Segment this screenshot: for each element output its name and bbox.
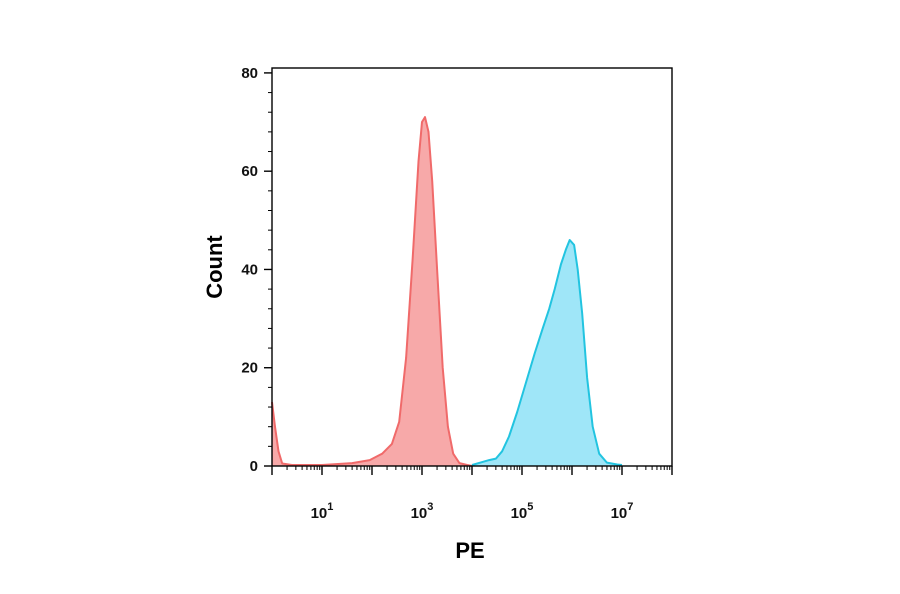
histogram-line-1	[271, 116, 473, 467]
x-tick-label: 103	[411, 501, 434, 522]
plot-frame	[271, 67, 673, 467]
x-tick-label: 107	[611, 501, 634, 522]
histogram-area-1	[272, 117, 472, 466]
y-tick-label: 20	[241, 360, 258, 377]
y-tick-label: 0	[250, 458, 258, 475]
x-axis-title: PE	[455, 538, 484, 563]
histogram-area-2	[472, 240, 622, 466]
y-tick-label: 60	[241, 163, 258, 180]
y-axis-title: Count	[202, 235, 227, 299]
x-tick-label: 101	[311, 501, 334, 522]
histogram-line-2	[471, 239, 623, 466]
x-tick-label: 105	[511, 501, 534, 522]
y-tick-label: 40	[241, 261, 258, 278]
y-tick-label: 80	[241, 65, 258, 82]
